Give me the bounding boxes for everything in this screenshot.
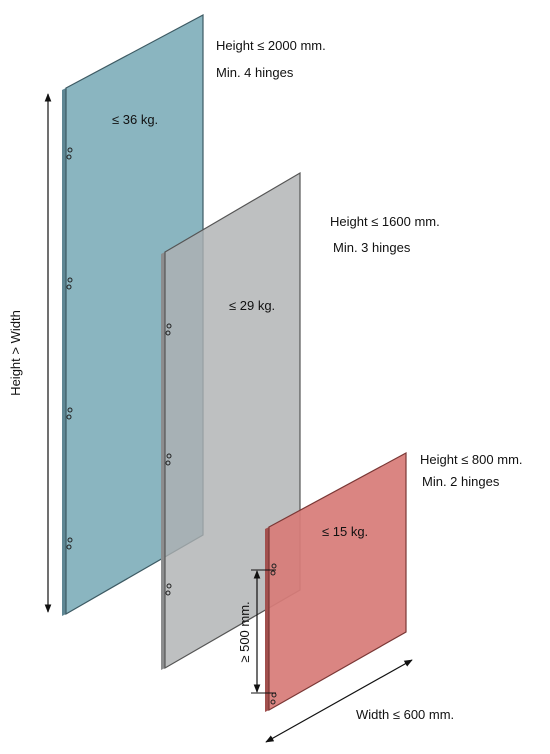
hinge-hole: [66, 414, 72, 420]
hinge-hole-pair: [66, 537, 73, 550]
panel-large-hinges: [66, 147, 73, 550]
hinge-hole: [66, 544, 72, 550]
hinge-hole: [165, 330, 171, 336]
panel-medium-hinges: [165, 323, 172, 596]
panel-small-hinges-label: Min. 2 hinges: [422, 474, 500, 489]
hinge-hole-pair: [165, 453, 172, 466]
hinge-hole: [270, 570, 276, 576]
hinge-hole-pair: [270, 563, 277, 576]
hinge-hole: [165, 590, 171, 596]
width-label: Width ≤ 600 mm.: [356, 707, 454, 722]
panel-small-weight-label: ≤ 15 kg.: [322, 524, 368, 539]
hinge-hole-pair: [66, 147, 73, 160]
width-dimension-arrow: [265, 659, 413, 743]
panel-large-height-label: Height ≤ 2000 mm.: [216, 38, 326, 53]
hinge-hole: [66, 284, 72, 290]
hinge-hole: [67, 277, 73, 283]
hinge-hole: [166, 453, 172, 459]
height-gt-width-label: Height > Width: [8, 310, 23, 396]
hinge-hole-pair: [66, 407, 73, 420]
hinge-hole: [66, 154, 72, 160]
hinge-hole-pair: [165, 323, 172, 336]
panel-medium-height-label: Height ≤ 1600 mm.: [330, 214, 440, 229]
hinge-hole: [166, 583, 172, 589]
panel-large-hinges-label: Min. 4 hinges: [216, 65, 294, 80]
hinge-hole: [166, 323, 172, 329]
panel-large-weight-label: ≤ 36 kg.: [112, 112, 158, 127]
hinge-hole: [165, 460, 171, 466]
panel-small-face: [268, 451, 407, 712]
panel-medium-weight-label: ≤ 29 kg.: [229, 298, 275, 313]
panel-medium-edge: [161, 252, 165, 670]
hinge-hole-pair: [66, 277, 73, 290]
panel-medium-hinges-label: Min. 3 hinges: [333, 240, 411, 255]
hinge-spacing-label: ≥ 500 mm.: [237, 601, 252, 662]
hinge-hole: [67, 147, 73, 153]
hinge-hole: [67, 537, 73, 543]
hinge-hole-pair: [165, 583, 172, 596]
hinge-hole: [67, 407, 73, 413]
panel-small-height-label: Height ≤ 800 mm.: [420, 452, 523, 467]
hinge-hole: [271, 563, 277, 569]
panel-large-edge: [62, 88, 66, 616]
